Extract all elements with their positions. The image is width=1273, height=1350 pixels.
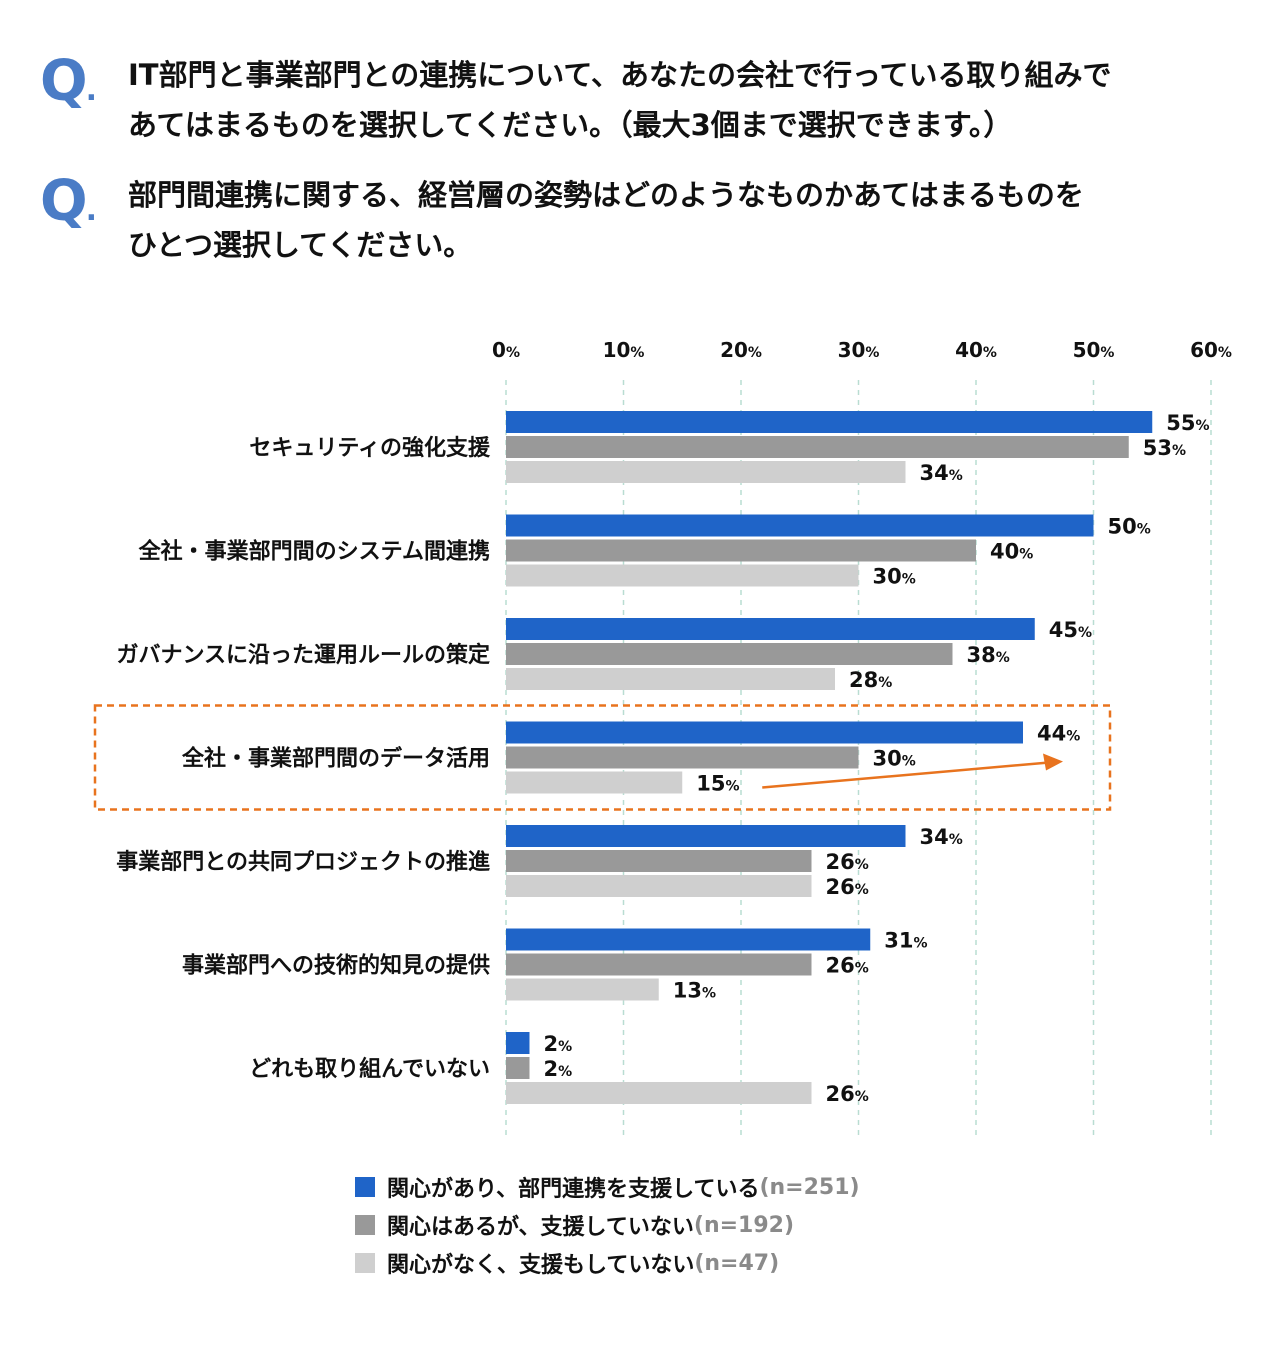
legend-n-2: (n=192) (693, 1212, 795, 1238)
legend-label-2: 関心はあるが、支援していない (387, 1215, 694, 1240)
bar-series-3 (506, 1082, 812, 1104)
bar-series-2 (506, 850, 812, 872)
question-1-text: IT部門と事業部門との連携について、あなたの会社で行っている取り組みで あてはま… (128, 50, 1248, 150)
bar-series-2 (506, 1057, 530, 1079)
legend-n-1: (n=251) (759, 1174, 860, 1200)
x-tick-label: 40% (955, 338, 997, 362)
x-tick-label: 60% (1190, 338, 1232, 362)
data-label: 44% (1037, 722, 1080, 746)
data-label: 45% (1049, 618, 1092, 642)
data-label: 28% (849, 668, 892, 692)
legend-item-series-3: 関心がなく、支援もしていない (n=47) (355, 1244, 860, 1282)
data-label: 30% (873, 565, 916, 589)
data-label: 53% (1143, 436, 1186, 460)
bar-series-1 (506, 618, 1035, 640)
data-label: 13% (673, 979, 716, 1003)
category-label: どれも取り組んでいない (249, 1056, 490, 1082)
x-tick-label: 10% (603, 338, 645, 362)
bar-series-3 (506, 978, 659, 1001)
x-tick-label: 30% (838, 338, 880, 362)
legend-item-series-2: 関心はあるが、支援していない (n=192) (355, 1206, 860, 1244)
bar-series-2 (506, 436, 1129, 458)
q-mark: Q. (40, 49, 97, 114)
data-label: 40% (990, 540, 1033, 564)
legend-swatch-1 (355, 1177, 375, 1197)
x-tick-label: 50% (1073, 338, 1115, 362)
question-1-line-1: IT部門と事業部門との連携について、あなたの会社で行っている取り組みで (128, 58, 1112, 92)
bar-series-2 (506, 953, 812, 976)
question-2-text: 部門間連携に関する、経営層の姿勢はどのようなものかあてはまるものを ひとつ選択し… (128, 170, 1248, 270)
category-label: セキュリティの強化支援 (249, 435, 491, 461)
data-label: 15% (696, 772, 739, 796)
bar-series-3 (506, 461, 906, 483)
category-label: 全社・事業部門間のシステム間連携 (138, 539, 490, 565)
x-tick-label: 20% (720, 338, 762, 362)
data-label: 30% (873, 747, 916, 771)
legend-n-3: (n=47) (694, 1250, 780, 1276)
bar-series-2 (506, 643, 953, 665)
question-1-line-2: あてはまるものを選択してください。（最大3個まで選択できます。） (128, 108, 1013, 142)
category-label: ガバナンスに沿った運用ルールの策定 (116, 642, 490, 668)
data-label: 2% (544, 1032, 573, 1056)
x-tick-label: 0% (492, 338, 520, 362)
data-label: 2% (544, 1057, 573, 1081)
legend-swatch-2 (355, 1215, 375, 1235)
bar-series-1 (506, 411, 1153, 433)
bar-series-1 (506, 514, 1094, 537)
legend: 関心があり、部門連携を支援している (n=251) 関心はあるが、支援していない(… (355, 1168, 860, 1282)
data-label: 26% (826, 1082, 869, 1106)
legend-swatch-3 (355, 1253, 375, 1273)
data-label: 50% (1108, 515, 1151, 539)
category-label: 全社・事業部門間のデータ活用 (181, 746, 490, 772)
legend-item-series-1: 関心があり、部門連携を支援している (n=251) (355, 1168, 860, 1206)
data-label: 34% (920, 825, 963, 849)
question-2-line-2: ひとつ選択してください。 (128, 228, 473, 262)
bar-chart: 0% 10% 20% 30% 40% 50% 60% セキュリティの強化支援 55%53% 34%… (93, 338, 1232, 1135)
bar-series-2 (506, 746, 859, 769)
legend-label-1: 関心があり、部門連携を支援している (387, 1177, 760, 1202)
legend-label-3: 関心がなく、支援もしていない (387, 1253, 695, 1278)
bar-series-1 (506, 721, 1023, 744)
bar-series-1 (506, 928, 871, 951)
data-label: 38% (967, 643, 1010, 667)
category-label: 事業部門への技術的知見の提供 (182, 953, 490, 979)
annotation-arrow-line (762, 761, 1050, 789)
data-label: 34% (920, 461, 963, 485)
bar-series-3 (506, 771, 683, 794)
question-2-line-1: 部門間連携に関する、経営層の姿勢はどのようなものかあてはまるものを (128, 178, 1084, 212)
bar-series-1 (506, 1032, 530, 1054)
data-label: 26% (826, 850, 869, 874)
bar-series-3 (506, 564, 859, 587)
data-label: 26% (826, 954, 869, 978)
bar-series-2 (506, 539, 976, 562)
highlight-box (93, 704, 1112, 811)
bar-series-1 (506, 825, 906, 847)
question-2: Q. 部門間連携に関する、経営層の姿勢はどのようなものかあてはまるものを ひとつ… (40, 170, 1248, 270)
annotation-arrowhead (1043, 753, 1063, 771)
bar-series-3 (506, 875, 812, 897)
bar-series-3 (506, 668, 835, 690)
category-label: 事業部門との共同プロジェクトの推進 (116, 849, 490, 875)
data-label: 26% (826, 875, 869, 899)
data-label: 55% (1166, 411, 1209, 435)
q-mark: Q. (40, 169, 97, 234)
data-label: 31% (884, 929, 927, 953)
question-1: Q. IT部門と事業部門との連携について、あなたの会社で行っている取り組みで あ… (40, 50, 1248, 150)
